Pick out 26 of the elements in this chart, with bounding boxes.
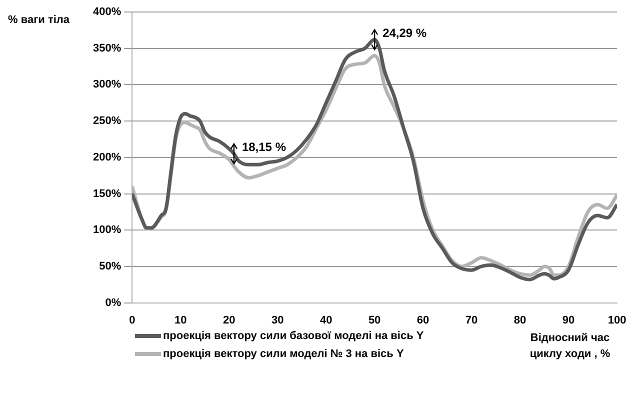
x-tick-label: 0 bbox=[129, 314, 136, 326]
y-tick-label: 350% bbox=[92, 42, 122, 54]
x-tick-label: 60 bbox=[416, 314, 430, 326]
x-tick-label: 90 bbox=[562, 314, 575, 326]
x-tick-label: 100 bbox=[608, 314, 626, 326]
y-tick-label: 0% bbox=[105, 296, 122, 309]
y-tick-label: 250% bbox=[92, 115, 122, 128]
x-tick-label: 40 bbox=[320, 314, 332, 326]
y-tick-label: 300% bbox=[92, 78, 122, 91]
y-axis-title: % ваги тіла bbox=[8, 14, 70, 26]
legend-label: проекція вектору сили базової моделі на вісь Y bbox=[163, 330, 424, 342]
x-tick-label: 70 bbox=[465, 314, 478, 326]
x-tick-label: 50 bbox=[368, 314, 381, 326]
x-axis-title: Відносний час циклу ходи , % bbox=[528, 331, 612, 362]
x-tick-label: 80 bbox=[514, 314, 526, 326]
annotation: 24,29 % bbox=[382, 26, 427, 40]
y-tick-label: 150% bbox=[92, 188, 122, 200]
x-tick-label: 20 bbox=[222, 314, 236, 326]
y-tick-label: 50% bbox=[99, 260, 122, 272]
x-tick-label: 30 bbox=[271, 314, 284, 326]
y-tick-label: 200% bbox=[92, 151, 122, 164]
y-tick-label: 400% bbox=[92, 6, 122, 18]
x-tick-label: 10 bbox=[174, 314, 187, 326]
legend-label: проекція вектору сили моделі № 3 на вісь Y bbox=[163, 348, 404, 360]
annotation: 18,15 % bbox=[242, 140, 286, 154]
y-tick-label: 100% bbox=[92, 224, 122, 236]
